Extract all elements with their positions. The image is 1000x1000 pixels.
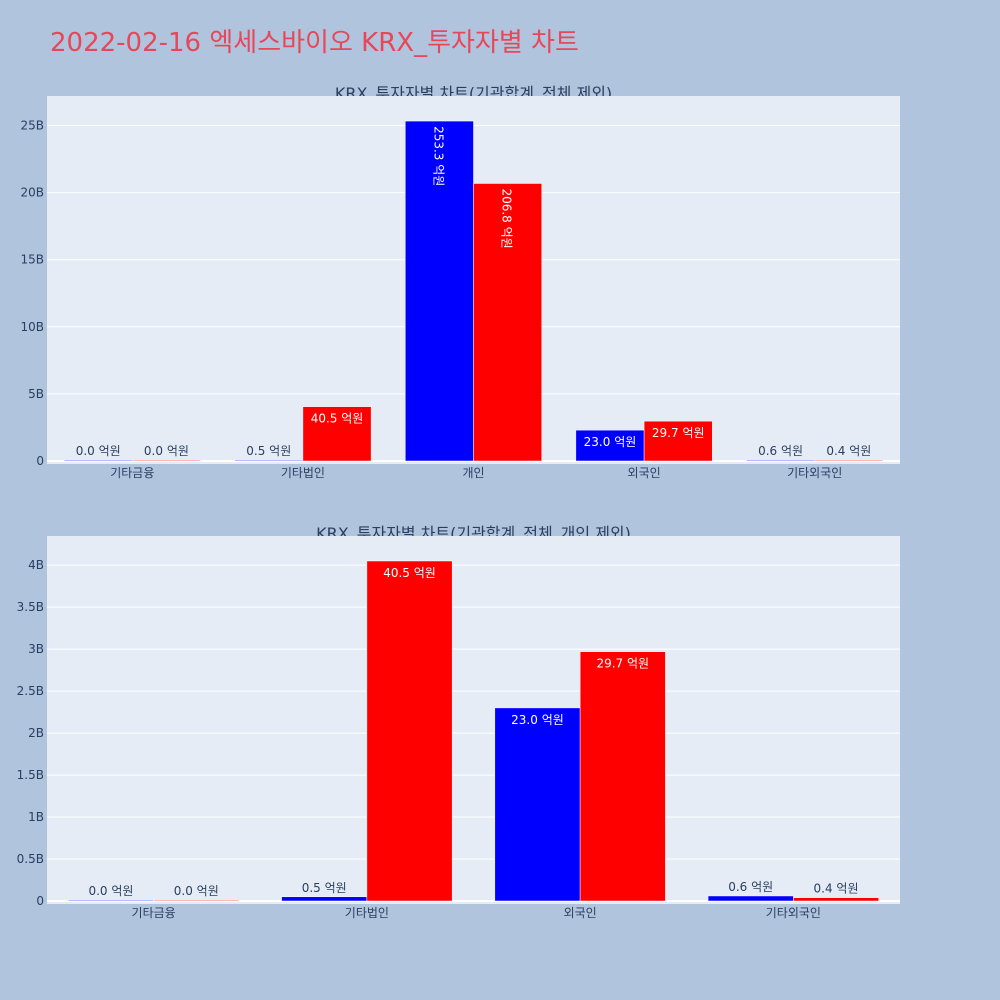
y-tick-label: 25B xyxy=(20,118,44,132)
y-tick-label: 4B xyxy=(28,558,44,572)
bar xyxy=(281,896,368,902)
data-label: 0.0 억원 xyxy=(76,444,121,458)
bar xyxy=(793,897,879,902)
x-tick-label: 외국인 xyxy=(564,906,597,920)
data-label: 0.0 억원 xyxy=(174,884,219,898)
bar xyxy=(63,459,133,462)
x-tick-label: 개인 xyxy=(462,466,484,480)
x-tick-label: 기타법인 xyxy=(281,466,325,480)
data-label: 29.7 억원 xyxy=(652,426,705,440)
bar xyxy=(579,651,666,902)
data-label: 0.5 억원 xyxy=(246,444,291,458)
x-tick-label: 기타법인 xyxy=(345,906,389,920)
bar xyxy=(746,459,815,462)
bar xyxy=(302,406,372,462)
data-label: 40.5 억원 xyxy=(311,412,364,426)
bar xyxy=(707,895,794,902)
data-label: 0.4 억원 xyxy=(826,444,871,458)
y-tick-label: 2.5B xyxy=(17,684,44,698)
chart-2: 0 0.5B 1B 1.5B 2B 2.5B 3B 3.5B 4B 0.0 억원 0.0 억원기타금… xyxy=(17,536,900,920)
data-label: 40.5 억원 xyxy=(383,566,436,580)
bar xyxy=(643,420,713,462)
data-label: 29.7 억원 xyxy=(596,657,649,671)
y-tick-label: 3.5B xyxy=(17,600,44,614)
x-tick-label: 기타금융 xyxy=(110,466,154,480)
x-tick-label: 기타외국인 xyxy=(787,466,842,480)
bar xyxy=(153,899,240,902)
bar xyxy=(473,183,542,462)
bar xyxy=(575,429,645,462)
y-tick-label: 1B xyxy=(28,810,44,824)
data-label: 23.0 억원 xyxy=(584,435,637,449)
bar xyxy=(68,899,154,902)
y-tick-label: 0 xyxy=(36,894,44,908)
y-tick-label: 15B xyxy=(20,253,44,267)
data-label: 0.0 억원 xyxy=(88,884,133,898)
bar xyxy=(366,560,453,902)
data-label: 23.0 억원 xyxy=(511,713,564,727)
page-title: 2022-02-16 엑세스바이오 KRX_투자자별 차트 xyxy=(50,28,579,58)
bar xyxy=(494,707,581,902)
data-label: 0.6 억원 xyxy=(728,880,773,894)
bar xyxy=(132,459,201,462)
data-label: 0.0 억원 xyxy=(144,444,189,458)
y-tick-label: 0 xyxy=(36,454,44,468)
data-label: 0.4 억원 xyxy=(814,882,859,896)
bar xyxy=(814,459,884,462)
y-tick-label: 3B xyxy=(28,642,44,656)
y-tick-label: 1.5B xyxy=(17,768,44,782)
data-label: 0.6 억원 xyxy=(758,444,803,458)
data-label: 206.8 억원 xyxy=(500,188,514,248)
y-tick-label: 10B xyxy=(20,320,44,334)
x-tick-label: 기타외국인 xyxy=(766,906,821,920)
y-tick-label: 0.5B xyxy=(17,852,44,866)
x-tick-label: 기타금융 xyxy=(132,906,176,920)
data-label: 253.3 억원 xyxy=(431,126,445,186)
bar xyxy=(405,120,474,462)
plot-area xyxy=(47,536,900,904)
x-tick-label: 외국인 xyxy=(628,466,661,480)
data-label: 0.5 억원 xyxy=(302,881,347,895)
y-tick-label: 2B xyxy=(28,726,44,740)
bar xyxy=(234,459,304,462)
y-tick-label: 20B xyxy=(20,186,44,200)
y-tick-label: 5B xyxy=(28,387,44,401)
